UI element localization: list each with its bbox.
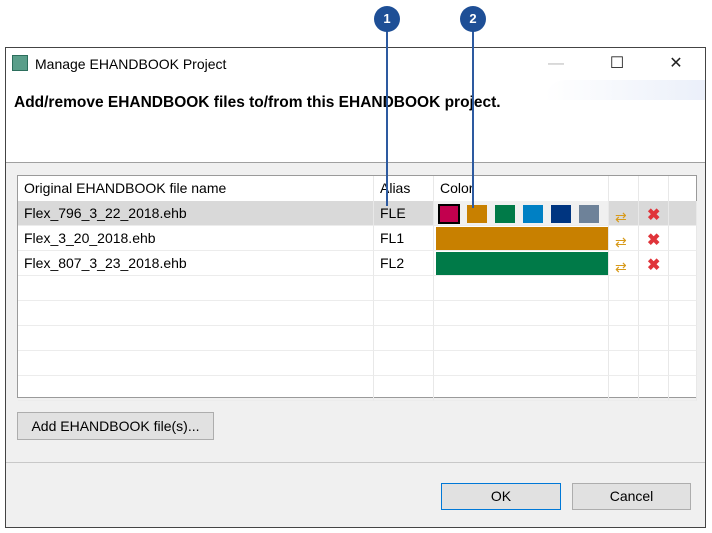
spacer-cell	[669, 226, 697, 251]
callout-1: 1	[374, 6, 400, 32]
file-name-cell	[18, 351, 374, 376]
footer-divider	[6, 462, 705, 463]
delete-cell: ✖	[639, 251, 669, 276]
dialog-window: Manage EHANDBOOK Project — ☐ ✕ Add/remov…	[5, 47, 706, 528]
add-files-button[interactable]: Add EHANDBOOK file(s)...	[17, 412, 214, 440]
cancel-button[interactable]: Cancel	[572, 483, 691, 510]
refresh-cell	[609, 326, 639, 351]
file-name-cell: Flex_796_3_22_2018.ehb	[18, 201, 374, 226]
alias-cell	[374, 301, 434, 326]
color-swatch[interactable]	[523, 205, 543, 223]
delete-cell	[639, 326, 669, 351]
window-title: Manage EHANDBOOK Project	[35, 56, 227, 72]
column-header-file-name[interactable]: Original EHANDBOOK file name	[18, 176, 374, 201]
refresh-cell	[609, 351, 639, 376]
empty-row	[18, 351, 697, 376]
delete-icon[interactable]: ✖	[647, 257, 661, 274]
file-name-cell	[18, 326, 374, 351]
delete-icon[interactable]: ✖	[647, 207, 661, 224]
delete-cell	[639, 376, 669, 401]
color-cell	[434, 351, 609, 376]
file-name-cell: Flex_3_20_2018.ehb	[18, 226, 374, 251]
color-swatch[interactable]	[467, 205, 487, 223]
color-cell	[434, 326, 609, 351]
column-header-delete	[639, 176, 669, 201]
empty-row	[18, 301, 697, 326]
column-header-refresh	[609, 176, 639, 201]
close-button[interactable]: ✕	[669, 55, 683, 72]
empty-row	[18, 376, 697, 401]
color-swatch[interactable]	[495, 205, 515, 223]
delete-icon[interactable]: ✖	[647, 232, 661, 249]
refresh-cell: ⇄	[609, 201, 639, 226]
empty-row	[18, 326, 697, 351]
refresh-cell	[609, 376, 639, 401]
ok-button[interactable]: OK	[441, 483, 561, 510]
file-name-cell	[18, 376, 374, 401]
spacer-cell	[669, 376, 697, 401]
alias-cell	[374, 326, 434, 351]
refresh-icon[interactable]: ⇄	[615, 209, 627, 225]
table-row[interactable]: Flex_3_20_2018.ehb FL1 ⇄ ✖	[18, 226, 697, 251]
color-cell	[434, 276, 609, 301]
color-cell	[434, 301, 609, 326]
delete-cell	[639, 351, 669, 376]
delete-cell	[639, 301, 669, 326]
spacer-cell	[669, 251, 697, 276]
color-cell[interactable]	[434, 226, 609, 251]
alias-cell[interactable]: FLE	[374, 201, 434, 226]
delete-cell: ✖	[639, 226, 669, 251]
spacer-cell	[669, 301, 697, 326]
dialog-heading: Add/remove EHANDBOOK files to/from this …	[14, 94, 501, 111]
refresh-cell: ⇄	[609, 251, 639, 276]
banner-graphic	[545, 80, 705, 100]
column-header-color[interactable]: Color	[434, 176, 609, 201]
dialog-header: Add/remove EHANDBOOK files to/from this …	[6, 80, 705, 163]
app-icon	[12, 55, 28, 71]
color-cell[interactable]	[434, 251, 609, 276]
refresh-icon[interactable]: ⇄	[615, 259, 627, 275]
refresh-cell	[609, 301, 639, 326]
alias-cell	[374, 276, 434, 301]
color-swatch[interactable]	[579, 205, 599, 223]
spacer-cell	[669, 326, 697, 351]
color-swatch[interactable]	[438, 204, 460, 224]
spacer-cell	[669, 276, 697, 301]
file-name-cell	[18, 276, 374, 301]
refresh-cell	[609, 276, 639, 301]
alias-cell[interactable]: FL1	[374, 226, 434, 251]
table-header: Original EHANDBOOK file name Alias Color	[18, 176, 696, 201]
maximize-button[interactable]: ☐	[609, 55, 625, 72]
column-header-alias[interactable]: Alias	[374, 176, 434, 201]
title-bar: Manage EHANDBOOK Project — ☐ ✕	[6, 48, 705, 80]
callout-2: 2	[460, 6, 486, 32]
alias-cell[interactable]: FL2	[374, 251, 434, 276]
table-row[interactable]: Flex_807_3_23_2018.ehb FL2 ⇄ ✖	[18, 251, 697, 276]
files-table: Original EHANDBOOK file name Alias Color…	[17, 175, 697, 401]
table-row[interactable]: Flex_796_3_22_2018.ehb FLE ⇄ ✖	[18, 201, 697, 226]
minimize-button[interactable]: —	[548, 55, 564, 72]
empty-row	[18, 276, 697, 301]
alias-cell	[374, 351, 434, 376]
color-swatch[interactable]	[551, 205, 571, 223]
refresh-cell: ⇄	[609, 226, 639, 251]
callout-line-1	[386, 30, 388, 206]
delete-cell: ✖	[639, 201, 669, 226]
spacer-cell	[669, 201, 697, 226]
spacer-cell	[669, 351, 697, 376]
delete-cell	[639, 276, 669, 301]
color-cell	[434, 376, 609, 401]
color-bar[interactable]	[436, 227, 608, 250]
alias-cell	[374, 376, 434, 401]
color-cell[interactable]	[434, 201, 609, 226]
color-bar[interactable]	[436, 252, 608, 275]
callout-line-2	[472, 30, 474, 208]
refresh-icon[interactable]: ⇄	[615, 234, 627, 250]
file-name-cell: Flex_807_3_23_2018.ehb	[18, 251, 374, 276]
file-name-cell	[18, 301, 374, 326]
